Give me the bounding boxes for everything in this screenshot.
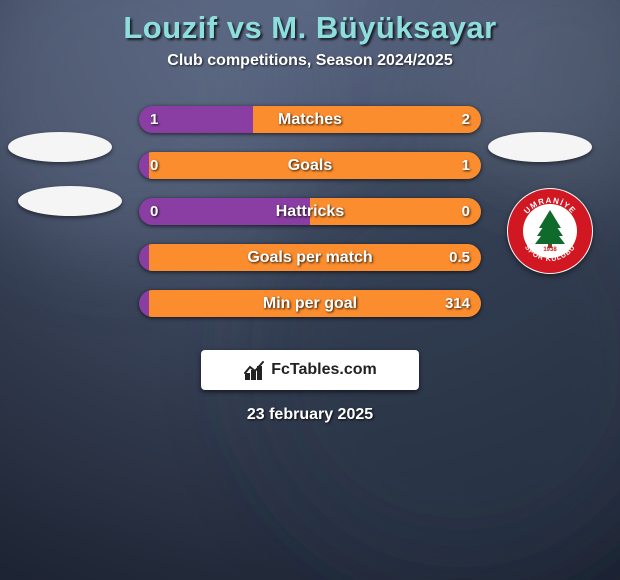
stat-row: 01Goals bbox=[0, 152, 620, 198]
chart-icon bbox=[243, 359, 265, 381]
stat-row: 314Min per goal bbox=[0, 290, 620, 336]
stat-bar-track bbox=[139, 152, 481, 179]
stat-bar-right bbox=[149, 244, 481, 271]
stat-left-value: 0 bbox=[150, 198, 158, 225]
brand-text: FcTables.com bbox=[271, 361, 377, 379]
stat-row: 00Hattricks bbox=[0, 198, 620, 244]
stat-bar-track bbox=[139, 198, 481, 225]
date-text: 23 february 2025 bbox=[0, 406, 620, 424]
stat-right-value: 0 bbox=[462, 198, 470, 225]
stat-left-value: 1 bbox=[150, 106, 158, 133]
stat-right-value: 2 bbox=[462, 106, 470, 133]
page-title: Louzif vs M. Büyüksayar bbox=[0, 10, 620, 46]
stat-bars: 12Matches01Goals00Hattricks0.5Goals per … bbox=[0, 106, 620, 336]
stat-bar-track bbox=[139, 106, 481, 133]
stat-bar-left bbox=[139, 152, 149, 179]
stat-right-value: 1 bbox=[462, 152, 470, 179]
stat-row: 12Matches bbox=[0, 106, 620, 152]
brand-box: FcTables.com bbox=[201, 350, 419, 390]
stat-bar-left bbox=[139, 244, 149, 271]
stat-row: 0.5Goals per match bbox=[0, 244, 620, 290]
stat-right-value: 314 bbox=[445, 290, 470, 317]
stat-bar-right bbox=[149, 290, 481, 317]
stat-bar-right bbox=[253, 106, 481, 133]
stat-bar-right bbox=[310, 198, 481, 225]
subtitle: Club competitions, Season 2024/2025 bbox=[0, 52, 620, 70]
stat-bar-track bbox=[139, 244, 481, 271]
stat-bar-left bbox=[139, 198, 310, 225]
stat-right-value: 0.5 bbox=[449, 244, 470, 271]
stat-bar-right bbox=[149, 152, 481, 179]
stat-bar-left bbox=[139, 290, 149, 317]
stat-bar-track bbox=[139, 290, 481, 317]
stat-left-value: 0 bbox=[150, 152, 158, 179]
